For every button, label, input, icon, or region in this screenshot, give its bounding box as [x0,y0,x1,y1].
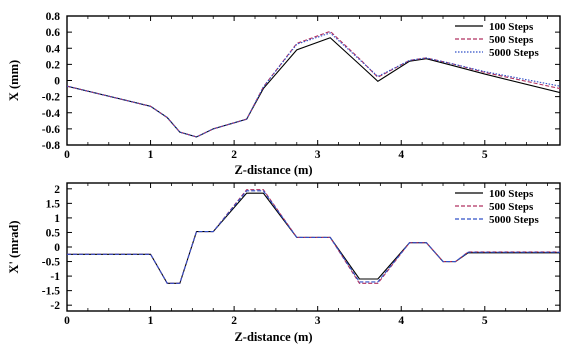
y-axis-title: X (mm) [7,60,21,101]
y-tick-label: 2 [54,184,60,196]
y-tick-label: 0.4 [46,43,61,55]
x-axis-title: Z-distance (m) [234,163,312,177]
y-tick-label: 1 [54,213,60,225]
plot-frame [66,15,561,146]
x-tick-label: 2 [231,315,237,327]
y-tick-label: -1.5 [42,286,60,298]
x-tick-label: 4 [398,315,404,327]
y-tick-label: -2 [50,300,60,312]
x-tick-label: 0 [64,315,70,327]
x-tick-label: 0 [64,149,70,161]
x-tick-label: 3 [315,315,321,327]
legend-label-1: 100 Steps [489,21,534,33]
x-tick-label: 1 [148,149,154,161]
x-tick-label: 2 [231,149,237,161]
y-tick-label: 0.5 [46,227,61,239]
y-tick-label: 0.6 [46,27,61,39]
x-tick-label: 5 [482,315,488,327]
chart-panel-1: 0 1 2 3 4 5 -0.8 -0.6 -0.4 -0.2 0 0.2 0.4 0.6 0.8 Z-dis… [7,11,561,177]
y-tick-label: 1.5 [46,198,61,210]
series-line-2 [67,189,560,284]
y-tick-label: -0.8 [42,140,60,152]
y-tick-label: 0.2 [46,59,61,71]
x-tick-label: 4 [398,149,404,161]
legend-label-1: 100 Steps [489,188,534,200]
series-line-3 [67,190,560,284]
x-tick-label: 3 [315,149,321,161]
chart-panel-2: 0 1 2 3 4 5 -2 -1.5 -1 -0.5 0 0.5 1 1.5 2 Z-distance (m… [7,182,561,344]
y-tick-label: -1 [50,271,60,283]
y-tick-label: -0.5 [42,257,60,269]
y-tick-label: 0 [54,76,60,88]
legend-label-3: 5000 Steps [489,47,540,59]
series-line-3 [67,32,560,138]
legend-label-2: 500 Steps [489,201,534,213]
x-axis-title: Z-distance (m) [234,330,312,344]
series-line-2 [67,30,560,138]
y-tick-label: -0.2 [42,92,60,104]
series-line-1 [67,192,560,284]
y-tick-label: -0.4 [42,108,60,120]
y-tick-label: 0.8 [46,11,61,23]
plot-frame [66,182,561,312]
legend-label-3: 5000 Steps [489,214,540,226]
y-tick-label: -0.6 [42,124,60,136]
y-axis-title: X' (mrad) [7,220,21,273]
legend-label-2: 500 Steps [489,34,534,46]
x-tick-label: 1 [148,315,154,327]
series-line-1 [67,37,560,138]
x-tick-label: 5 [482,149,488,161]
y-tick-label: 0 [54,242,60,254]
